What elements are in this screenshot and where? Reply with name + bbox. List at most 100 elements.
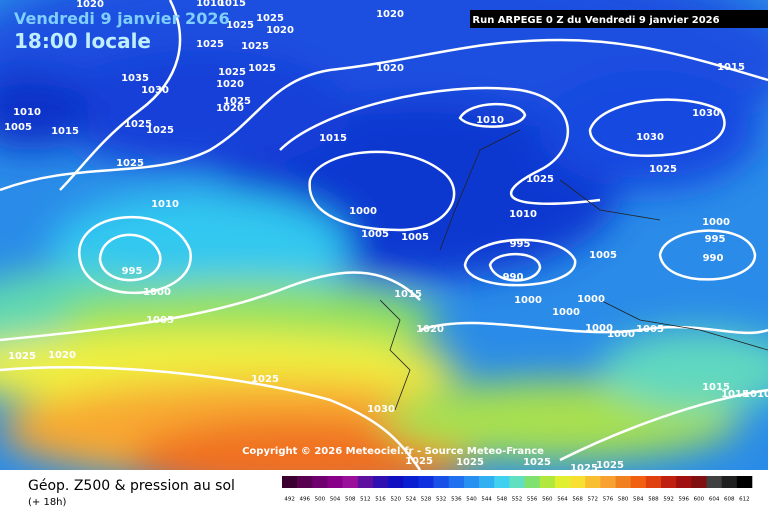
isobar-label: 1000 bbox=[514, 295, 542, 306]
isobar-label: 1010 bbox=[476, 115, 504, 126]
legend-swatch bbox=[615, 476, 632, 488]
legend-swatch bbox=[433, 476, 450, 488]
legend-swatch bbox=[282, 476, 298, 488]
legend-swatch bbox=[676, 476, 692, 488]
legend-swatch bbox=[297, 476, 313, 488]
isobar-label: 1025 bbox=[523, 457, 551, 468]
legend-swatch bbox=[479, 476, 495, 488]
isobar-label: 1030 bbox=[692, 108, 720, 119]
isobar-label: 1025 bbox=[405, 456, 433, 467]
isobar-label: 1025 bbox=[596, 460, 624, 471]
isobar-label: 1010 bbox=[151, 199, 179, 210]
legend-swatch bbox=[554, 476, 571, 488]
legend-swatch bbox=[327, 476, 343, 488]
isobar-label: 1020 bbox=[216, 103, 244, 114]
isobar-label: 995 bbox=[705, 234, 726, 245]
legend-tick: 552 bbox=[512, 497, 523, 503]
isobar-label: 1025 bbox=[8, 351, 36, 362]
isobar-label: 1015 bbox=[721, 389, 749, 400]
legend-tick: 560 bbox=[542, 497, 553, 503]
isobar-label: 1005 bbox=[146, 315, 174, 326]
isobar-label: 1000 bbox=[585, 323, 613, 334]
legend-tick: 568 bbox=[572, 497, 583, 503]
legend-tick: 612 bbox=[739, 497, 750, 503]
footer-lead: (+ 18h) bbox=[28, 497, 67, 508]
legend-swatch bbox=[448, 476, 465, 488]
isobar-label: 1000 bbox=[702, 217, 730, 228]
legend-swatch bbox=[570, 476, 586, 488]
isobar-label: 1020 bbox=[76, 0, 104, 10]
isobar-label: 1000 bbox=[577, 294, 605, 305]
legend-swatch bbox=[645, 476, 662, 488]
isobar-label: 1015 bbox=[717, 62, 745, 73]
isobar-label: 1020 bbox=[376, 63, 404, 74]
legend-tick: 584 bbox=[633, 497, 644, 503]
legend-swatch bbox=[342, 476, 359, 488]
isobar-label: 1025 bbox=[146, 125, 174, 136]
isobar-label: 1015 bbox=[218, 0, 246, 9]
isobar-label: 1010 bbox=[743, 389, 768, 400]
legend-tick: 508 bbox=[345, 497, 356, 503]
legend-tick: 572 bbox=[588, 497, 599, 503]
isobar-label: 1010 bbox=[13, 107, 41, 118]
legend-swatch bbox=[721, 476, 738, 488]
legend-tick: 580 bbox=[618, 497, 629, 503]
legend-tick: 576 bbox=[603, 497, 614, 503]
run-box bbox=[470, 10, 768, 28]
legend-tick: 604 bbox=[709, 497, 720, 503]
legend-swatch bbox=[372, 476, 389, 488]
legend-tick: 548 bbox=[497, 497, 508, 503]
legend-tick: 516 bbox=[375, 497, 386, 503]
legend-swatch bbox=[312, 476, 328, 488]
legend-tick: 588 bbox=[648, 497, 659, 503]
legend-swatch bbox=[661, 476, 677, 488]
legend-tick: 600 bbox=[694, 497, 705, 503]
isobar-label: 1025 bbox=[124, 119, 152, 130]
legend-swatch bbox=[403, 476, 419, 488]
copyright: Copyright © 2026 Meteociel.fr - Source M… bbox=[242, 446, 544, 457]
isobar-label: 1025 bbox=[218, 67, 246, 78]
isobar-label: 1025 bbox=[116, 158, 144, 169]
legend-tick: 532 bbox=[436, 497, 447, 503]
map-date: Vendredi 9 janvier 2026 bbox=[14, 9, 230, 28]
isobar-label: 1035 bbox=[121, 73, 149, 84]
legend-swatch bbox=[388, 476, 404, 488]
legend-tick: 512 bbox=[360, 497, 371, 503]
isobar-label: 1005 bbox=[361, 229, 389, 240]
isobars bbox=[0, 0, 768, 470]
isobar-label: 1000 bbox=[607, 329, 635, 340]
map-time: 18:00 locale bbox=[14, 29, 151, 53]
legend-swatch bbox=[736, 476, 753, 488]
run-info: Run ARPEGE 0 Z du Vendredi 9 janvier 202… bbox=[472, 15, 719, 26]
isobar-label: 1020 bbox=[216, 79, 244, 90]
isobar-label: 1010 bbox=[509, 209, 537, 220]
legend-tick: 500 bbox=[315, 497, 326, 503]
isobar-label: 1005 bbox=[4, 122, 32, 133]
isobar-label: 1005 bbox=[401, 232, 429, 243]
legend-swatch bbox=[539, 476, 556, 488]
isobar-label: 1025 bbox=[456, 457, 484, 468]
isobar-label: 1025 bbox=[223, 96, 251, 107]
isobar-label: 990 bbox=[503, 272, 524, 283]
isobar-label: 995 bbox=[122, 266, 143, 277]
isobar-label: 1010 bbox=[196, 0, 224, 9]
isobar-label: 1000 bbox=[143, 287, 171, 298]
isobar-label: 1025 bbox=[526, 174, 554, 185]
legend-tick: 544 bbox=[481, 497, 492, 503]
isobar-label: 995 bbox=[510, 239, 531, 250]
legend-tick: 540 bbox=[466, 497, 477, 503]
legend-swatch bbox=[463, 476, 480, 488]
isobar-label: 1015 bbox=[319, 133, 347, 144]
legend-tick: 564 bbox=[557, 497, 568, 503]
legend-tick: 596 bbox=[679, 497, 690, 503]
legend-tick: 592 bbox=[663, 497, 674, 503]
isobar-label: 1030 bbox=[367, 404, 395, 415]
legend-swatch bbox=[494, 476, 510, 488]
isobar-label: 1025 bbox=[226, 20, 254, 31]
isobar-label: 1025 bbox=[649, 164, 677, 175]
legend-swatch bbox=[600, 476, 616, 488]
legend-swatch bbox=[357, 476, 374, 488]
isobar-label: 1020 bbox=[416, 324, 444, 335]
